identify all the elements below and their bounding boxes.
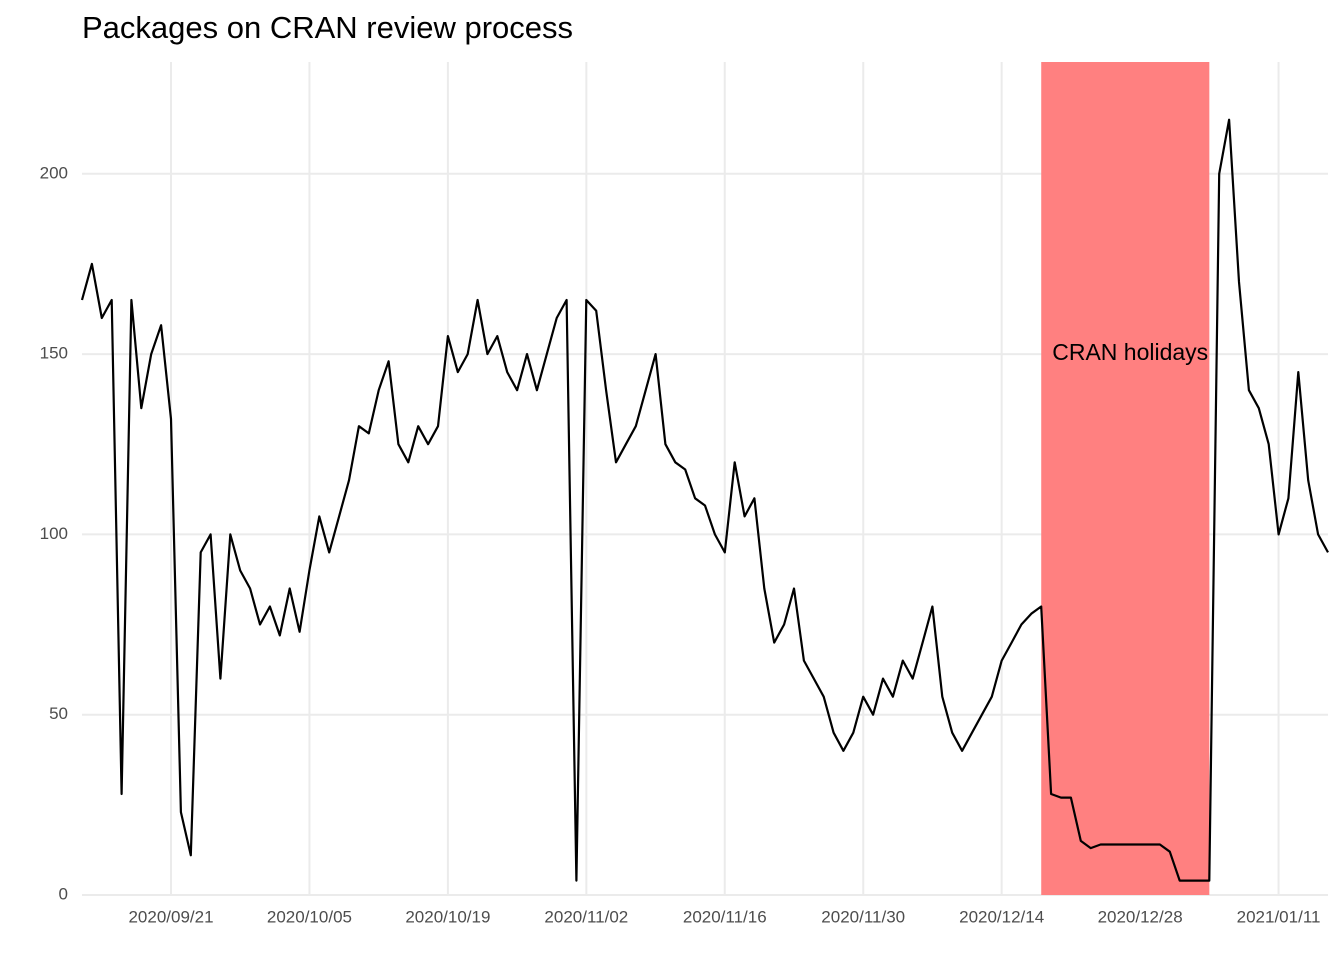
series-line: [80, 118, 1329, 882]
x-tick-label: 2020/11/02: [544, 907, 628, 926]
y-tick-label: 200: [40, 163, 68, 182]
y-tick-label: 150: [40, 344, 68, 363]
x-tick-label: 2021/01/11: [1237, 907, 1321, 926]
x-tick-label: 2020/12/14: [959, 907, 1044, 926]
x-tick-label: 2020/10/05: [267, 907, 352, 926]
x-tick-label: 2020/11/30: [821, 907, 905, 926]
annotation: CRAN holidays: [1052, 339, 1208, 365]
x-tick-label: 2020/12/28: [1098, 907, 1183, 926]
y-tick-label: 50: [49, 704, 68, 723]
x-tick-label: 2020/10/19: [405, 907, 490, 926]
chart-title: Packages on CRAN review process: [82, 10, 573, 45]
x-tick-label: 2020/09/21: [128, 907, 213, 926]
y-tick-label: 0: [59, 884, 68, 903]
y-tick-label: 100: [40, 524, 68, 543]
x-tick-label: 2020/11/16: [683, 907, 767, 926]
holiday-band: [1041, 62, 1210, 895]
